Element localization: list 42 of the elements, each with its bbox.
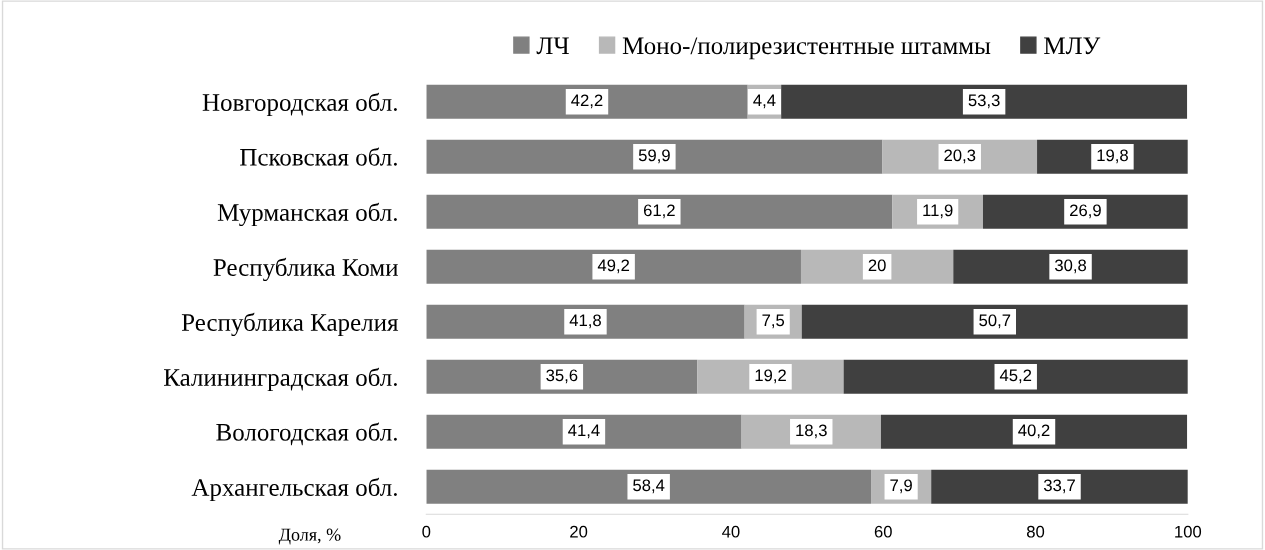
data-label: 20,3 — [944, 149, 976, 164]
data-label: 19,8 — [1097, 149, 1128, 164]
data-label: 50,7 — [979, 314, 1011, 329]
data-label: 30,8 — [1054, 259, 1087, 274]
data-label: 58,4 — [633, 479, 665, 494]
data-label: 53,3 — [968, 94, 1000, 109]
y-tick-label: Псковская обл. — [240, 147, 397, 166]
data-label: 41,4 — [568, 424, 600, 439]
data-label: 59,9 — [638, 149, 670, 164]
data-label: 45,2 — [999, 369, 1032, 384]
data-label: 7,9 — [890, 479, 912, 494]
data-label: 49,2 — [597, 259, 630, 274]
y-tick-label: Новгородская обл. — [202, 92, 397, 117]
x-tick-label: 100 — [1175, 525, 1202, 538]
data-label: 18,3 — [796, 424, 827, 439]
x-axis-title: Доля, % — [278, 528, 341, 545]
legend-label: МЛУ — [1044, 37, 1101, 55]
data-label: 41,8 — [569, 314, 601, 329]
data-label: 4,4 — [753, 94, 776, 109]
data-label: 33,7 — [1043, 479, 1075, 494]
data-label: 42,2 — [571, 94, 603, 109]
data-label: 61,2 — [643, 204, 675, 219]
data-label: 35,6 — [546, 369, 578, 384]
data-label: 26,9 — [1070, 204, 1101, 219]
data-label: 20 — [868, 259, 886, 272]
y-tick-label: Республика Коми — [213, 257, 398, 282]
data-label: 40,2 — [1018, 424, 1050, 439]
y-tick-label: Вологодская обл. — [216, 422, 397, 446]
data-label: 7,5 — [762, 314, 785, 329]
x-tick-label: 20 — [570, 525, 588, 538]
legend-label: Моно-/полирезистентные штаммы — [622, 37, 991, 60]
data-label: 11,9 — [923, 204, 953, 219]
y-tick-label: Калининградская обл. — [164, 367, 397, 392]
data-label: 19,2 — [755, 369, 786, 384]
x-tick-label: 80 — [1026, 525, 1045, 538]
y-tick-label: Архангельская обл. — [191, 477, 397, 502]
x-tick-label: 40 — [722, 525, 740, 538]
x-tick-label: 60 — [874, 525, 892, 538]
x-tick-label: 0 — [422, 525, 431, 538]
y-tick-label: Республика Карелия — [181, 312, 399, 337]
legend-label: ЛЧ — [536, 37, 569, 55]
y-tick-label: Мурманская обл. — [217, 202, 397, 227]
